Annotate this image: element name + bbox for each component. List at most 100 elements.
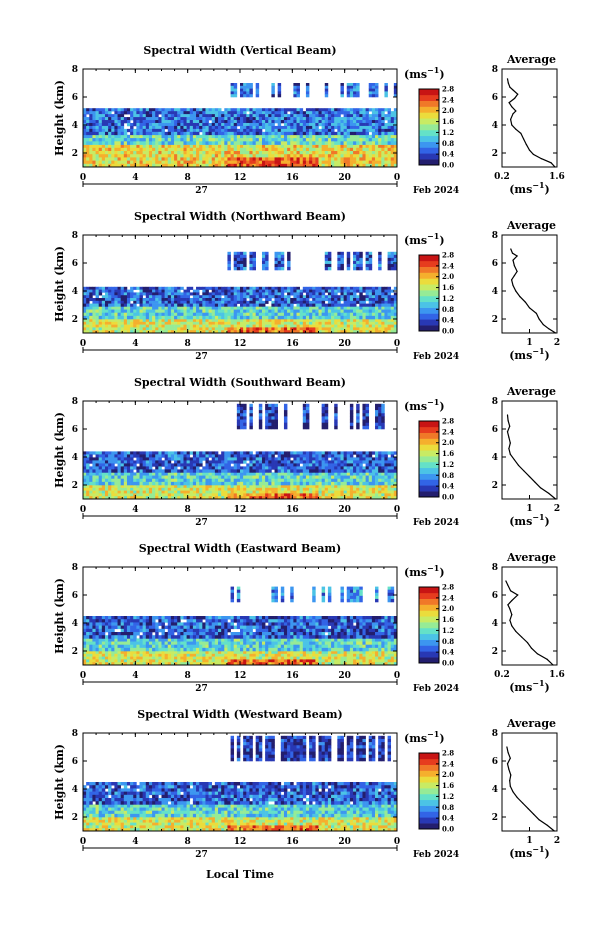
heatmap-cell bbox=[265, 493, 269, 497]
heatmap-cell bbox=[318, 472, 322, 476]
heatmap-cell bbox=[155, 324, 159, 328]
heatmap-cell bbox=[337, 257, 341, 262]
heatmap-cell bbox=[321, 125, 326, 130]
heatmap-cell bbox=[315, 478, 319, 483]
heatmap-cell bbox=[236, 478, 241, 483]
heatmap-cell bbox=[255, 485, 260, 489]
heatmap-cell bbox=[230, 138, 235, 142]
heatmap-cell bbox=[233, 300, 238, 304]
heatmap-cell bbox=[340, 117, 344, 121]
heatmap-cell bbox=[211, 306, 216, 310]
heatmap-cell bbox=[211, 144, 216, 149]
heatmap-cell bbox=[177, 131, 181, 136]
heatmap-cell bbox=[202, 321, 206, 325]
heatmap-cell bbox=[359, 298, 363, 302]
heatmap-cell bbox=[343, 321, 348, 325]
heatmap-cell bbox=[177, 485, 181, 489]
heatmap-cell bbox=[114, 163, 118, 168]
heatmap-cell bbox=[83, 128, 87, 133]
heatmap-cell bbox=[164, 324, 169, 328]
heatmap-cell bbox=[327, 120, 332, 124]
heatmap-cell bbox=[189, 138, 194, 142]
heatmap-cell bbox=[309, 327, 313, 331]
heatmap-cell bbox=[371, 303, 376, 307]
heatmap-cell bbox=[142, 330, 147, 334]
heatmap-cell bbox=[268, 117, 272, 121]
heatmap-cell bbox=[340, 321, 344, 325]
heatmap-cell bbox=[305, 83, 310, 87]
heatmap-cell bbox=[290, 144, 294, 149]
heatmap-cell bbox=[192, 312, 197, 317]
colorbar-frame bbox=[418, 88, 440, 166]
heatmap-cell bbox=[233, 306, 238, 310]
heatmap-cell bbox=[227, 292, 231, 296]
heatmap-cell bbox=[249, 327, 253, 331]
heatmap-cell bbox=[387, 260, 392, 265]
heatmap-cell bbox=[186, 134, 191, 139]
heatmap-cell bbox=[158, 134, 162, 139]
heatmap-cell bbox=[334, 163, 338, 168]
heatmap-cell bbox=[89, 315, 93, 320]
heatmap-cell bbox=[393, 88, 398, 92]
heatmap-cell bbox=[327, 154, 332, 158]
heatmap-cell bbox=[148, 117, 153, 121]
heatmap-cell bbox=[180, 315, 184, 320]
heatmap-cell bbox=[274, 312, 278, 317]
heatmap-cell bbox=[104, 309, 109, 313]
heatmap-cell bbox=[268, 286, 272, 290]
heatmap-cell bbox=[378, 286, 382, 290]
heatmap-cell bbox=[359, 295, 363, 299]
heatmap-cell bbox=[243, 312, 247, 317]
heatmap-cell bbox=[309, 472, 313, 476]
heatmap-cell bbox=[196, 144, 200, 149]
heatmap-cell bbox=[130, 147, 134, 152]
heatmap-cell bbox=[265, 306, 269, 310]
heatmap-cell bbox=[371, 141, 376, 145]
heatmap-cell bbox=[283, 306, 288, 310]
heatmap-cell bbox=[280, 475, 285, 479]
heatmap-cell bbox=[104, 330, 109, 334]
heatmap-cell bbox=[375, 292, 379, 296]
heatmap-cell bbox=[130, 490, 134, 494]
heatmap-cell bbox=[368, 300, 373, 304]
heatmap-cell bbox=[180, 481, 184, 486]
heatmap-cell bbox=[152, 128, 156, 133]
heatmap-cell bbox=[214, 117, 219, 121]
heatmap-cell bbox=[274, 144, 278, 149]
heatmap-cell bbox=[155, 111, 159, 115]
heatmap-cell bbox=[268, 295, 272, 299]
heatmap-cell bbox=[356, 319, 360, 323]
heatmap-cell bbox=[318, 128, 322, 133]
heatmap-cell bbox=[202, 330, 206, 334]
heatmap-cell bbox=[299, 289, 304, 293]
heatmap-cell bbox=[265, 260, 269, 265]
heatmap-cell bbox=[164, 490, 169, 494]
heatmap-cell bbox=[290, 125, 294, 130]
heatmap-cell bbox=[95, 463, 99, 467]
heatmap-cell bbox=[108, 157, 112, 161]
heatmap-cell bbox=[111, 117, 115, 121]
heatmap-cell bbox=[302, 321, 307, 325]
heatmap-cell bbox=[196, 319, 200, 323]
heatmap-cell bbox=[145, 134, 150, 139]
heatmap-cell bbox=[136, 141, 140, 145]
heatmap-cell bbox=[155, 330, 159, 334]
heatmap-cell bbox=[356, 266, 360, 271]
heatmap-cell bbox=[170, 327, 175, 331]
heatmap-cell bbox=[227, 163, 231, 168]
heatmap-cell bbox=[117, 327, 121, 331]
heatmap-cell bbox=[161, 289, 165, 293]
heatmap-cell bbox=[142, 122, 147, 127]
heatmap-cell bbox=[117, 300, 121, 304]
heatmap-cell bbox=[92, 122, 96, 127]
heatmap-cell bbox=[120, 485, 125, 489]
heatmap-cell bbox=[309, 154, 313, 158]
heatmap-cell bbox=[268, 315, 272, 320]
heatmap-cell bbox=[120, 487, 125, 491]
heatmap-cell bbox=[199, 472, 203, 476]
heatmap-cell bbox=[249, 472, 253, 476]
heatmap-cell bbox=[221, 312, 225, 317]
heatmap-cell bbox=[152, 154, 156, 158]
heatmap-cell bbox=[233, 88, 238, 92]
heatmap-cell bbox=[145, 487, 150, 491]
